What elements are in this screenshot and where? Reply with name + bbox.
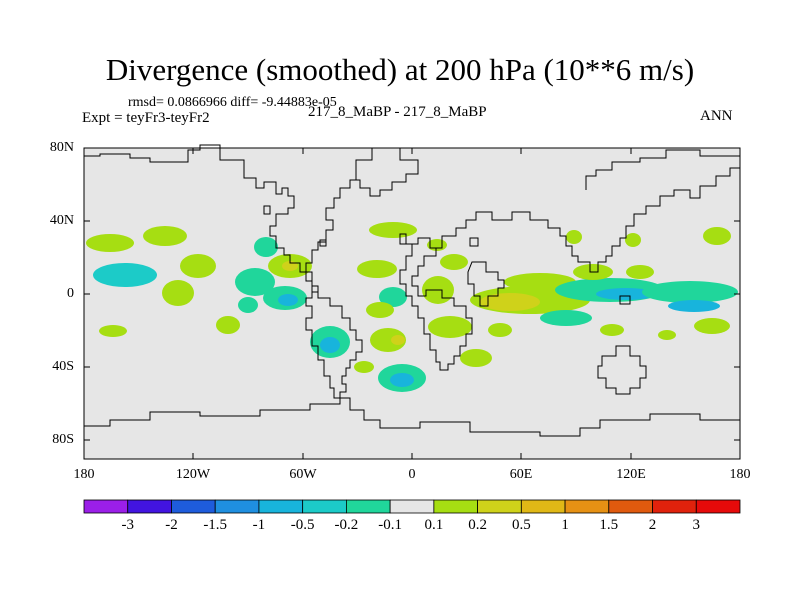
colorbar-label: 0.1 (424, 517, 444, 533)
coastline-eurasia-africa (399, 233, 473, 371)
colorbar-swatch (214, 499, 260, 514)
colorbar (83, 499, 741, 514)
colorbar-label: 0.2 (468, 517, 487, 533)
colorbar-label: 3 (692, 517, 701, 533)
colorbar-label: -0.1 (378, 517, 402, 533)
contour-patch (254, 237, 278, 257)
contour-patch (238, 297, 258, 313)
contour-patch (216, 316, 240, 334)
colorbar-swatch (695, 499, 741, 514)
colorbar-swatch (520, 499, 566, 514)
colorbar-label: 1 (561, 517, 569, 533)
contour-patch (370, 328, 406, 352)
coastline-australia (597, 345, 647, 395)
colorbar-swatch (258, 499, 304, 514)
contour-patch (600, 324, 624, 336)
coastline-asia (436, 167, 740, 273)
contour-patch (357, 260, 397, 278)
x-label-180e: 180 (729, 467, 751, 482)
y-label-0: 0 (67, 286, 74, 301)
contour-patch (668, 300, 720, 312)
colorbar-swatch (652, 499, 697, 514)
contour-patch (93, 263, 157, 287)
contour-patch (278, 294, 298, 306)
contour-patch (391, 335, 405, 345)
contour-patch (566, 230, 582, 244)
contour-patch (320, 337, 340, 353)
coastline-islands (263, 205, 631, 305)
contour-patch (379, 287, 407, 307)
colorbar-label: 2 (648, 517, 657, 533)
colorbar-label: -1 (252, 517, 266, 533)
colorbar-label: -2 (165, 517, 178, 533)
colorbar-swatch (564, 499, 610, 514)
plot-title: Divergence (smoothed) at 200 hPa (10**6 … (105, 52, 695, 87)
case-label: 217_8_MaBP - 217_8_MaBP (308, 104, 487, 120)
colorbar-swatch (608, 499, 653, 514)
x-label-0: 0 (408, 467, 416, 482)
contour-patch (480, 293, 540, 311)
colorbar-swatch (302, 499, 347, 514)
colorbar-swatch (389, 499, 435, 514)
coastline-antarctica (84, 397, 740, 437)
colorbar-label: 1.5 (599, 517, 619, 533)
contour-patch (162, 280, 194, 306)
colorbar-label: -0.2 (334, 517, 359, 533)
y-label-80s: 80S (52, 432, 74, 447)
anomaly-contours (86, 222, 738, 392)
coastline-north-america (83, 144, 357, 293)
x-label-60w: 60W (289, 467, 317, 482)
y-label-40s: 40S (52, 359, 74, 374)
x-label-60e: 60E (509, 467, 533, 482)
coastlines (83, 144, 740, 437)
coastline-arabia-india (467, 261, 505, 307)
colorbar-label: -3 (121, 517, 134, 533)
x-label-120e: 120E (616, 467, 646, 482)
contour-patch (460, 349, 492, 367)
contour-patch (703, 227, 731, 245)
contour-patch (390, 373, 414, 387)
colorbar-swatch (345, 499, 391, 514)
contour-patch (235, 268, 275, 296)
contour-patch (626, 265, 654, 279)
colorbar-label: -1.5 (203, 517, 228, 533)
contour-patch (658, 330, 676, 340)
contour-patch (642, 281, 738, 303)
contour-patch (354, 361, 374, 373)
experiment-label: Expt = teyFr3-teyFr2 (82, 110, 210, 126)
contour-patch (488, 323, 512, 337)
colorbar-label: 0.5 (511, 517, 531, 533)
y-label-40n: 40N (49, 213, 74, 228)
coastline-arctic (585, 149, 740, 190)
contour-patch (99, 325, 127, 337)
coastline-south-america (305, 291, 363, 399)
contour-patch (596, 288, 656, 300)
stats-line: rmsd= 0.0866966 diff= -9.44883e-05 (128, 95, 337, 110)
contour-patch (86, 234, 134, 252)
y-label-80n: 80N (49, 140, 74, 155)
colorbar-swatch (171, 499, 216, 514)
x-label-180w: 180 (73, 467, 95, 482)
colorbar-swatch (433, 499, 479, 514)
colorbar-label: -0.5 (290, 517, 315, 533)
contour-patch (180, 254, 216, 278)
axis-ticks (83, 147, 741, 459)
contour-patch (540, 310, 592, 326)
contour-patch (440, 254, 468, 270)
contour-patch (366, 302, 394, 318)
contour-patch (428, 316, 472, 338)
colorbar-swatch (83, 499, 129, 514)
contour-patch (369, 222, 417, 238)
contour-patch (625, 233, 641, 247)
contour-patch (143, 226, 187, 246)
season-label: ANN (700, 108, 733, 124)
colorbar-swatch (477, 499, 522, 514)
colorbar-swatch (127, 499, 172, 514)
x-label-120w: 120W (175, 467, 211, 482)
contour-patch (694, 318, 730, 334)
